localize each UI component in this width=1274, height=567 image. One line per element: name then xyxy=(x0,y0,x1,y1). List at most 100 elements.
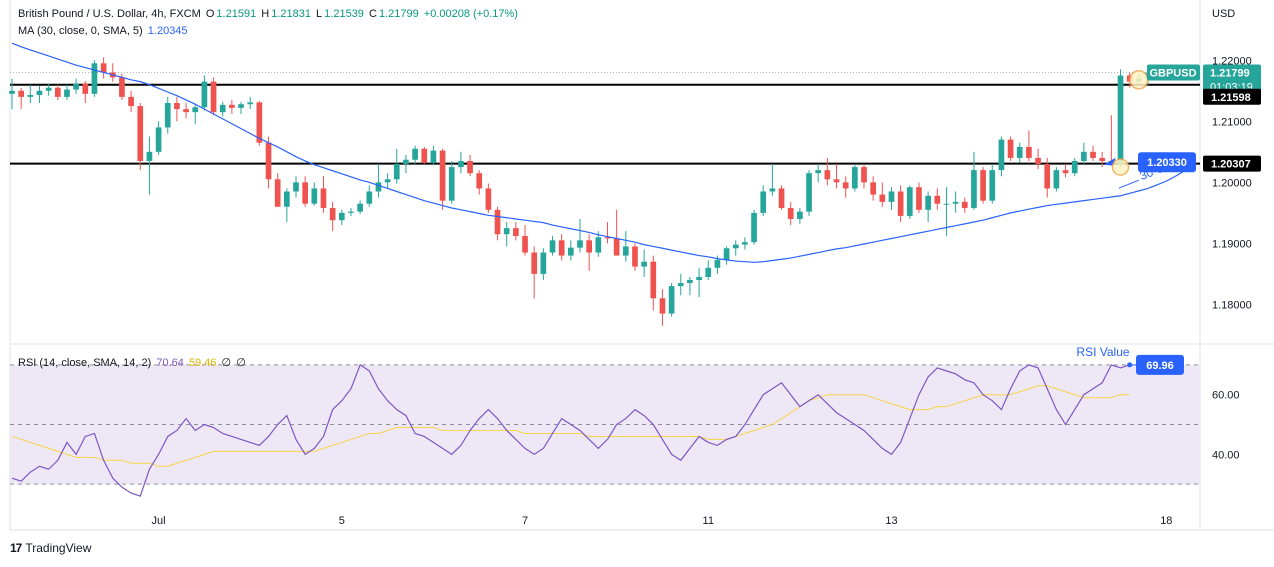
candle xyxy=(82,81,89,103)
rsi-line xyxy=(11,363,1130,497)
rsi-extra-1: ∅ xyxy=(221,357,232,369)
candle-body xyxy=(311,188,318,204)
candle-body xyxy=(256,102,263,143)
sma-value-tag-box xyxy=(1138,152,1196,173)
tradingview-brand[interactable]: 17 TradingView xyxy=(10,541,91,555)
candle xyxy=(1108,115,1115,165)
candle-body xyxy=(393,164,400,180)
candle-body xyxy=(348,211,354,213)
candle xyxy=(577,218,583,253)
candle-body xyxy=(1099,157,1106,161)
candle xyxy=(9,78,15,110)
candle-body xyxy=(1081,151,1087,161)
candle xyxy=(467,154,473,177)
candle xyxy=(412,145,418,165)
candle xyxy=(183,102,189,119)
candle xyxy=(723,246,730,265)
open-label: O xyxy=(205,8,215,20)
lower-level-tag-text: 1.20307 xyxy=(1211,159,1251,171)
candle-body xyxy=(164,102,171,128)
candle-body xyxy=(971,170,977,208)
candle-body xyxy=(622,246,629,256)
candle xyxy=(238,101,244,114)
candle xyxy=(806,170,812,216)
candle-body xyxy=(1090,151,1096,158)
candle-body xyxy=(283,191,290,207)
candle xyxy=(952,191,959,213)
candle-body xyxy=(650,261,657,299)
candle xyxy=(155,121,162,155)
candle xyxy=(971,151,977,210)
last-price-tag-box xyxy=(1203,64,1261,96)
ma-label: MA (30, close, 0, SMA, 5) xyxy=(18,25,143,37)
candle-body xyxy=(91,63,98,94)
candle-body xyxy=(687,280,693,284)
close-value: 1.21799 xyxy=(378,8,419,20)
candle-body xyxy=(998,139,1005,171)
candle xyxy=(503,222,510,247)
candle-body xyxy=(174,102,180,110)
candle-body xyxy=(980,170,986,201)
candle xyxy=(842,176,849,198)
candle-body xyxy=(842,182,849,189)
candle-body xyxy=(577,240,583,248)
candle-body xyxy=(329,207,336,221)
candle xyxy=(265,136,272,189)
candle xyxy=(229,99,235,114)
candle xyxy=(73,78,79,94)
candle-body xyxy=(1053,170,1060,189)
candle xyxy=(302,176,309,207)
candle xyxy=(174,96,180,122)
candle-body xyxy=(906,187,913,216)
candle-body xyxy=(751,212,757,243)
candle xyxy=(989,164,996,204)
candle-body xyxy=(760,191,767,213)
candle xyxy=(531,246,538,299)
candle-body xyxy=(229,104,235,108)
candle-body xyxy=(9,90,15,94)
candle-body xyxy=(742,242,748,245)
candle xyxy=(146,136,153,195)
candle xyxy=(778,185,785,210)
candle xyxy=(815,164,822,183)
candle-body xyxy=(723,248,730,260)
candle-body xyxy=(421,148,428,163)
rsi-value-label-box xyxy=(1136,354,1184,375)
time-tick-label: 13 xyxy=(885,515,897,527)
candle xyxy=(567,240,574,261)
candle xyxy=(888,187,895,210)
candle xyxy=(906,185,913,219)
open-value: 1.21591 xyxy=(216,8,257,20)
candle xyxy=(742,237,748,250)
candle xyxy=(384,173,391,189)
candle-body xyxy=(36,90,43,96)
candle-body xyxy=(861,167,867,183)
candle xyxy=(980,167,986,204)
rsi-ma-line xyxy=(11,385,1130,467)
price-tags: GBPUSD 1.2179901:03:191.215981.203071.203… xyxy=(1111,64,1261,176)
candle xyxy=(201,75,208,111)
candle-body xyxy=(943,203,950,205)
candle xyxy=(916,182,922,213)
candle xyxy=(100,57,107,79)
candle-body xyxy=(989,170,996,201)
rsi-tick-label: 60.00 xyxy=(1212,390,1240,402)
candle-body xyxy=(73,83,79,90)
candle-body xyxy=(696,276,702,281)
candle-body xyxy=(1016,146,1023,158)
candle-body xyxy=(146,151,153,161)
candle-body xyxy=(494,209,501,235)
candle xyxy=(650,255,657,311)
candle xyxy=(1026,130,1032,161)
candle xyxy=(1044,157,1051,198)
candle-body xyxy=(961,201,968,208)
candle-body xyxy=(448,167,455,201)
candle-body xyxy=(705,267,712,277)
price-tick-label: 1.20000 xyxy=(1212,177,1252,189)
candle xyxy=(861,164,867,189)
candle xyxy=(348,207,354,216)
candle-body xyxy=(137,106,144,161)
candle-body xyxy=(1026,146,1032,158)
